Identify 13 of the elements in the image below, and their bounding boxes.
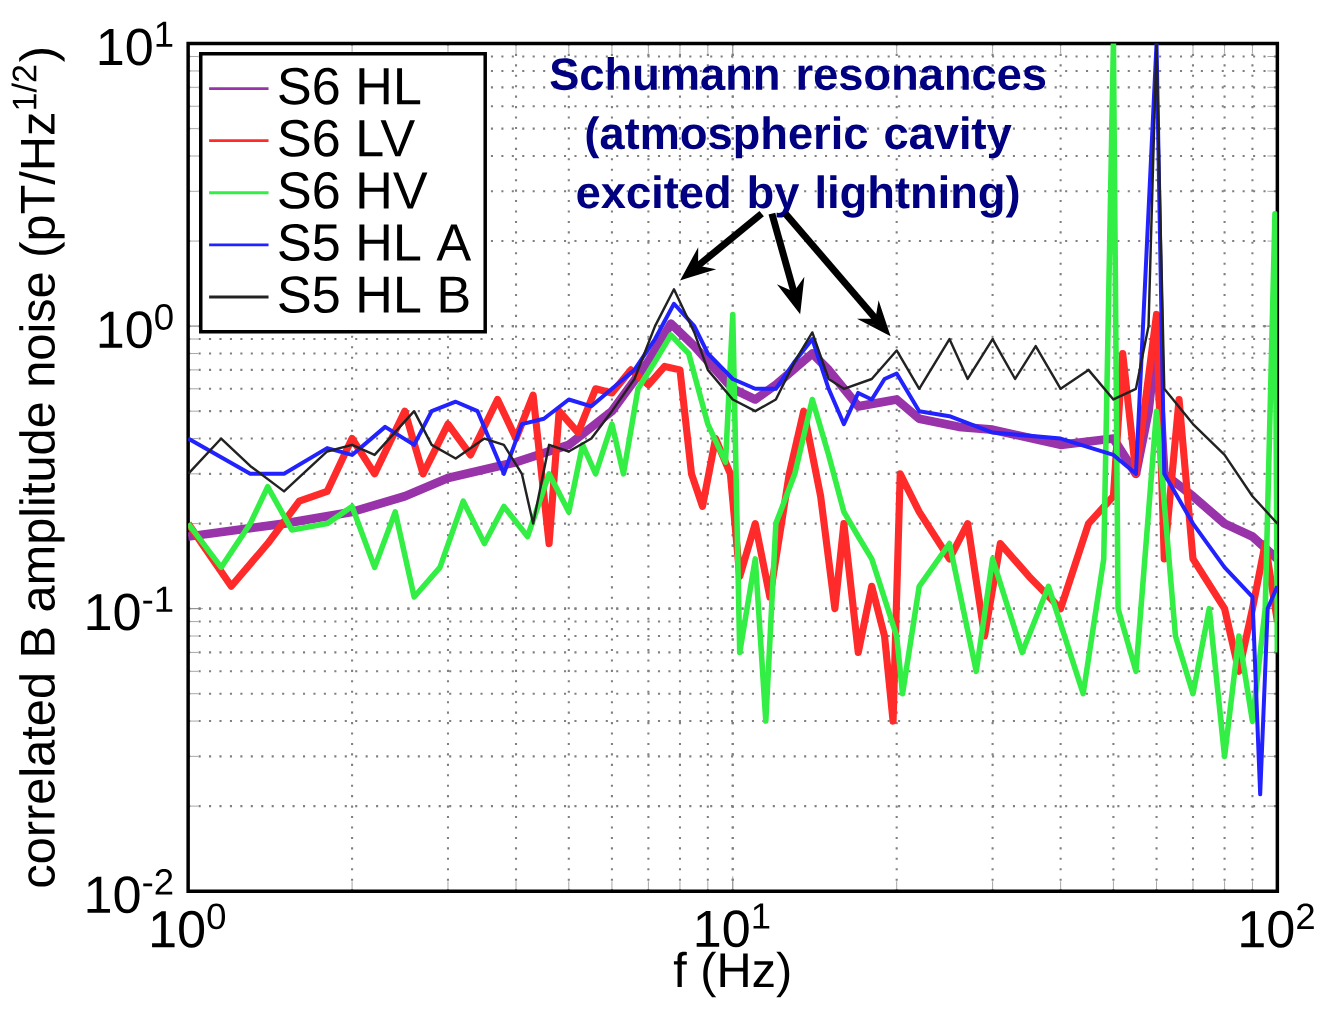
annotation: Schumann resonances (atmospheric cavity excited by lightning) — [550, 57, 1046, 218]
legend-label: S5 HL A — [279, 224, 472, 262]
x-axis-title: f (Hz) — [673, 951, 790, 998]
y-tick-label: 10$^{-1}$ — [87, 586, 173, 631]
y-tick-label: 10$^{1}$ — [99, 21, 173, 66]
legend-label: S6 LV — [279, 119, 415, 157]
legend-label: S5 HL B — [279, 276, 469, 314]
x-tick-label: 10$^{1}$ — [696, 903, 770, 948]
legend-label: S6 HL — [279, 67, 421, 105]
y-tick-label: 10$^{0}$ — [99, 304, 173, 349]
legend-label: S6 HV — [279, 171, 428, 209]
x-tick-label: 10$^{2}$ — [1241, 903, 1314, 948]
y-axis-title: correlated B amplitude noise (pT/Hz$^{1/2}$) — [11, 49, 65, 887]
